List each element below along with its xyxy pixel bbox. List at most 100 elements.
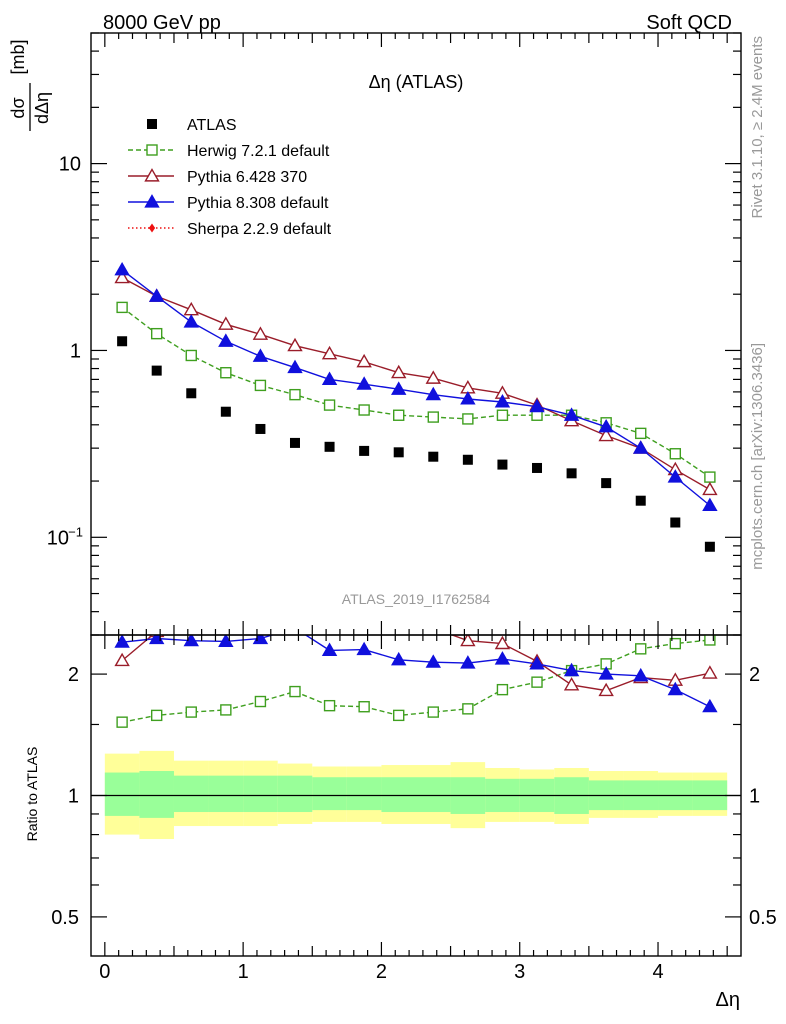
ratio-point-pythia-8-308-default <box>288 622 301 633</box>
main-point-pythia-8-308-default <box>391 381 407 395</box>
ratio-y-tick-label: 1 <box>68 786 79 808</box>
band-stat <box>104 772 140 816</box>
ratio-y-tick-label: 2 <box>68 664 79 686</box>
x-tick-label: 2 <box>376 961 387 983</box>
ratio-point-pythia-8-308-default <box>529 655 545 670</box>
ratio-point-pythia-6-428-370 <box>288 585 301 596</box>
main-point-herwig-7-2-1-default <box>635 427 647 440</box>
ratio-point-herwig-7-2-1-default <box>393 709 405 722</box>
main-point-atlas <box>151 365 162 376</box>
legend-marker-herwig-7-2-1-default <box>146 144 158 156</box>
side-text-bottom: mcplots.cern.ch [arXiv:1306.3436] <box>749 343 766 570</box>
ratio-point-herwig-7-2-1-default <box>185 706 197 718</box>
ratio-y-tick-label-right: 2 <box>749 664 760 686</box>
ratio-point-pythia-6-428-370 <box>494 635 511 650</box>
ratio-point-herwig-7-2-1-default <box>427 706 439 718</box>
main-point-pythia-8-308-default <box>114 261 130 276</box>
legend-marker-pythia-8-308-default <box>144 194 160 208</box>
band-stat <box>346 777 382 811</box>
main-point-pythia-6-428-370 <box>252 326 269 340</box>
ratio-point-herwig-7-2-1-default <box>323 699 336 712</box>
main-line-herwig-7-2-1-default <box>121 306 711 478</box>
ratio-point-pythia-8-308-default <box>598 666 614 680</box>
ratio-point-herwig-7-2-1-default <box>254 695 267 708</box>
main-point-herwig-7-2-1-default <box>358 404 370 416</box>
main-point-atlas <box>635 495 646 506</box>
main-point-pythia-6-428-370 <box>114 269 130 284</box>
main-point-pythia-6-428-370 <box>287 337 303 352</box>
main-point-atlas <box>497 459 508 470</box>
ratio-point-pythia-8-308-default <box>391 651 407 666</box>
main-point-herwig-7-2-1-default <box>496 409 509 421</box>
main-point-atlas <box>186 388 197 399</box>
ylabel-unit: [mb] <box>8 39 28 74</box>
ratio-point-pythia-8-308-default <box>633 667 649 682</box>
main-point-pythia-8-308-default <box>148 288 165 302</box>
ratio-point-pythia-8-308-default <box>460 655 476 669</box>
ratio-point-herwig-7-2-1-default <box>358 701 370 713</box>
legend-label-pythia-6-428-370: Pythia 6.428 370 <box>187 169 307 186</box>
header-left: 8000 GeV pp <box>103 12 221 34</box>
header-right: Soft QCD <box>646 12 732 34</box>
legend-label-atlas: ATLAS <box>187 117 237 134</box>
ratio-point-pythia-8-308-default <box>148 635 165 645</box>
ratio-point-pythia-6-428-370 <box>702 665 718 679</box>
main-title: Δη (ATLAS) <box>369 72 464 92</box>
band-stat <box>208 775 244 813</box>
band-stat <box>381 777 416 813</box>
main-line-pythia-8-308-default <box>121 269 711 507</box>
main-point-pythia-8-308-default <box>252 348 269 362</box>
ratio-point-pythia-8-308-default <box>356 641 372 656</box>
main-point-pythia-6-428-370 <box>702 481 718 496</box>
main-point-atlas <box>359 445 370 456</box>
main-point-herwig-7-2-1-default <box>254 379 267 392</box>
main-point-pythia-8-308-default <box>667 469 684 483</box>
main-point-pythia-6-428-370 <box>321 345 338 360</box>
main-point-pythia-6-428-370 <box>391 364 407 379</box>
x-tick-label: 4 <box>652 961 663 983</box>
main-point-pythia-8-308-default <box>563 407 580 421</box>
ratio-point-herwig-7-2-1-default <box>150 709 163 722</box>
legend-marker-sherpa-2-2-9-default <box>148 223 156 233</box>
ratio-point-pythia-6-428-370 <box>219 609 232 620</box>
watermark: ATLAS_2019_I1762584 <box>342 591 491 607</box>
ratio-line-pythia-8-308-default <box>122 635 711 708</box>
y-tick-label: 1 <box>70 340 81 362</box>
main-point-pythia-6-428-370 <box>356 353 372 368</box>
main-point-herwig-7-2-1-default <box>116 301 128 314</box>
ratio-point-herwig-7-2-1-default <box>462 703 474 715</box>
band-stat <box>139 771 174 818</box>
main-point-pythia-8-308-default <box>460 391 476 405</box>
main-point-pythia-8-308-default <box>598 418 614 433</box>
y-tick-label-exponent: −1 <box>68 524 83 539</box>
ratio-y-tick-label: 0.5 <box>51 907 79 929</box>
main-point-pythia-8-308-default <box>356 376 372 390</box>
ratio-point-pythia-6-428-370 <box>323 594 336 605</box>
ratio-point-pythia-8-308-default <box>494 651 511 665</box>
main-point-pythia-8-308-default <box>529 398 545 413</box>
main-point-herwig-7-2-1-default <box>289 388 301 401</box>
ylabel-denominator: dΔη <box>32 92 52 124</box>
main-ylabel: dσ dΔη [mb] <box>8 39 52 131</box>
main-point-pythia-6-428-370 <box>218 316 234 330</box>
main-point-pythia-6-428-370 <box>183 301 199 316</box>
main-point-atlas <box>117 336 128 347</box>
main-point-herwig-7-2-1-default <box>220 367 232 379</box>
main-point-atlas <box>255 423 266 434</box>
ratio-point-herwig-7-2-1-default <box>116 716 128 728</box>
main-line-pythia-6-428-370 <box>121 277 711 491</box>
ratio-panel: 2 2 1 1 0.5 0.5 0 1 2 3 4 Ratio to ATLAS <box>24 585 777 983</box>
main-point-herwig-7-2-1-default <box>427 411 439 423</box>
ratio-point-pythia-8-308-default <box>702 698 718 713</box>
main-point-atlas <box>393 447 404 458</box>
ratio-y-tick-label-right: 1 <box>749 786 760 808</box>
ratio-point-herwig-7-2-1-default <box>635 643 647 655</box>
legend: ATLAS Herwig 7.2.1 default Pythia 6.428 37… <box>128 117 332 238</box>
ratio-line-pythia-6-428-370 <box>121 635 711 692</box>
legend-label-herwig-7-2-1-default: Herwig 7.2.1 default <box>187 143 330 160</box>
x-tick-label: 0 <box>99 961 110 983</box>
ylabel-numerator: dσ <box>8 97 28 118</box>
ratio-point-pythia-6-428-370 <box>114 652 130 667</box>
ratio-point-pythia-6-428-370 <box>598 682 614 697</box>
ratio-point-pythia-6-428-370 <box>254 597 267 608</box>
